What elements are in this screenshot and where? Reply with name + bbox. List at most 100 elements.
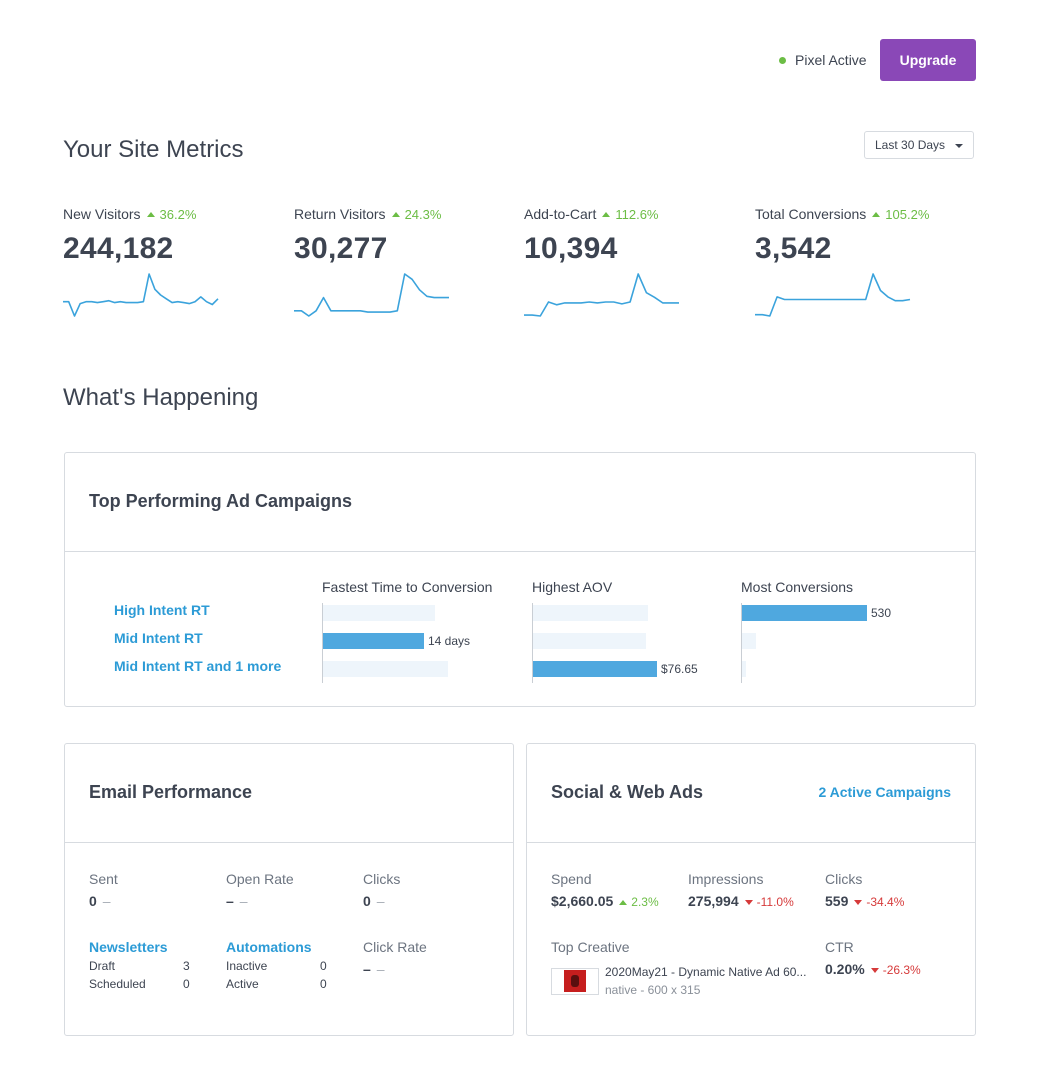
bar-most-conversions-row2 xyxy=(742,633,756,649)
arrow-up-icon xyxy=(602,212,611,217)
card-title: Top Performing Ad Campaigns xyxy=(89,491,353,511)
column-axis xyxy=(532,603,533,683)
open-rate-label: Open Rate xyxy=(226,871,294,887)
click-rate-label: Click Rate xyxy=(363,939,427,955)
arrow-down-icon xyxy=(854,900,863,905)
metric-label: Total Conversions xyxy=(755,206,867,222)
metric-new-visitors: New Visitors 36.2% 244,182 xyxy=(63,206,243,317)
newsletters-link[interactable]: Newsletters xyxy=(89,939,168,955)
ctr-change: -26.3% xyxy=(870,963,921,977)
card-title: Email Performance xyxy=(89,782,253,802)
campaign-link[interactable]: High Intent RT xyxy=(114,602,210,618)
ctr-label: CTR xyxy=(825,939,854,955)
metric-label: New Visitors xyxy=(63,206,141,222)
spend-change: 2.3% xyxy=(619,895,659,909)
newsletter-draft-label: Draft xyxy=(89,959,116,973)
spend-value: $2,660.05 2.3% xyxy=(551,893,659,909)
newsletter-draft-count: 3 xyxy=(183,959,190,973)
impressions-value: 275,994 -11.0% xyxy=(688,893,794,909)
metric-return-visitors: Return Visitors 24.3% 30,277 xyxy=(294,206,474,317)
card-title: Social & Web Ads xyxy=(551,782,704,802)
arrow-up-icon xyxy=(391,212,400,217)
arrow-down-icon xyxy=(870,968,879,973)
automation-active-label: Active xyxy=(226,977,259,991)
pixel-status-label: Pixel Active xyxy=(795,52,867,68)
impressions-change: -11.0% xyxy=(744,895,794,909)
metric-value: 10,394 xyxy=(524,232,618,265)
creative-image xyxy=(564,970,586,992)
upgrade-button[interactable]: Upgrade xyxy=(880,39,976,81)
metric-label: Add-to-Cart xyxy=(524,206,597,222)
campaign-link[interactable]: Mid Intent RT and 1 more xyxy=(114,658,282,674)
ads-clicks-number: 559 xyxy=(825,893,849,909)
sparkline-add-to-cart xyxy=(524,273,679,317)
creative-thumbnail[interactable] xyxy=(551,968,599,995)
bar-highest-aov-row2 xyxy=(533,633,646,649)
metric-change: 105.2% xyxy=(872,207,929,222)
automations-link[interactable]: Automations xyxy=(226,939,312,955)
impressions-change-value: -11.0% xyxy=(756,895,794,909)
open-rate-number: – xyxy=(226,893,234,909)
bar-most-conversions-row3 xyxy=(742,661,746,677)
ads-clicks-value: 559 -34.4% xyxy=(825,893,904,909)
sparkline-return-visitors xyxy=(294,273,449,317)
active-campaigns-link[interactable]: 2 Active Campaigns xyxy=(818,784,951,800)
spend-number: $2,660.05 xyxy=(551,893,614,909)
creative-name: 2020May21 - Dynamic Native Ad 60... xyxy=(605,965,807,979)
sparkline-total-conversions xyxy=(755,273,911,317)
sparkline-path xyxy=(63,273,219,317)
clicks-change: – xyxy=(376,893,385,909)
bar-fastest-time-row3 xyxy=(323,661,448,677)
metric-value: 3,542 xyxy=(755,232,832,265)
metric-change-value: 24.3% xyxy=(404,207,442,222)
ads-clicks-change: -34.4% xyxy=(854,895,904,909)
bar-most-conversions-row1 xyxy=(742,605,867,621)
spend-change-value: 2.3% xyxy=(631,895,659,909)
ads-clicks-change-value: -34.4% xyxy=(866,895,905,909)
bar-highest-aov-row3 xyxy=(533,661,657,677)
card-header: Social & Web Ads 2 Active Campaigns xyxy=(527,744,975,843)
metric-total-conversions: Total Conversions 105.2% 3,542 xyxy=(755,206,935,317)
social-web-ads-card: Social & Web Ads 2 Active Campaigns Spen… xyxy=(526,743,976,1036)
metric-value: 30,277 xyxy=(294,232,388,265)
clicks-number: 0 xyxy=(363,893,371,909)
sent-value: 0– xyxy=(89,893,111,909)
top-campaigns-card: Top Performing Ad Campaigns High Intent … xyxy=(64,452,976,707)
bar-highest-aov-row1 xyxy=(533,605,648,621)
sparkline-path xyxy=(524,273,679,317)
sparkline-new-visitors xyxy=(63,273,219,317)
campaign-link[interactable]: Mid Intent RT xyxy=(114,630,203,646)
clicks-label: Clicks xyxy=(363,871,401,887)
bar-fastest-time-row2 xyxy=(323,633,424,649)
column-axis xyxy=(322,603,323,683)
email-performance-card: Email Performance Sent 0– Open Rate – – C… xyxy=(64,743,514,1036)
automation-active-count: 0 xyxy=(320,977,327,991)
card-header: Top Performing Ad Campaigns xyxy=(65,453,975,552)
column-title-highest-aov: Highest AOV xyxy=(532,579,613,595)
chevron-down-icon xyxy=(955,144,963,148)
bar-label-fastest-time: 14 days xyxy=(428,634,471,648)
metric-change: 24.3% xyxy=(391,207,442,222)
metric-label: Return Visitors xyxy=(294,206,386,222)
bar-fastest-time-row1 xyxy=(323,605,435,621)
sparkline-path xyxy=(294,273,449,317)
sent-change: – xyxy=(102,893,111,909)
column-title-most-conversions: Most Conversions xyxy=(741,579,854,595)
ads-clicks-label: Clicks xyxy=(825,871,863,887)
date-range-select[interactable]: Last 30 Days xyxy=(864,131,974,159)
newsletter-scheduled-count: 0 xyxy=(183,977,190,991)
clicks-value: 0– xyxy=(363,893,385,909)
metric-change-value: 105.2% xyxy=(885,207,930,222)
ctr-value: 0.20% -26.3% xyxy=(825,961,921,977)
sparkline-path xyxy=(755,273,911,317)
bar-label-highest-aov: $76.65 xyxy=(661,662,698,676)
sent-number: 0 xyxy=(89,893,97,909)
click-rate-change: – xyxy=(376,961,385,977)
whats-happening-title: What's Happening xyxy=(63,384,259,411)
click-rate-value: – – xyxy=(363,961,385,977)
click-rate-number: – xyxy=(363,961,371,977)
ctr-number: 0.20% xyxy=(825,961,865,977)
metric-value: 244,182 xyxy=(63,232,174,265)
sent-label: Sent xyxy=(89,871,118,887)
spend-label: Spend xyxy=(551,871,592,887)
